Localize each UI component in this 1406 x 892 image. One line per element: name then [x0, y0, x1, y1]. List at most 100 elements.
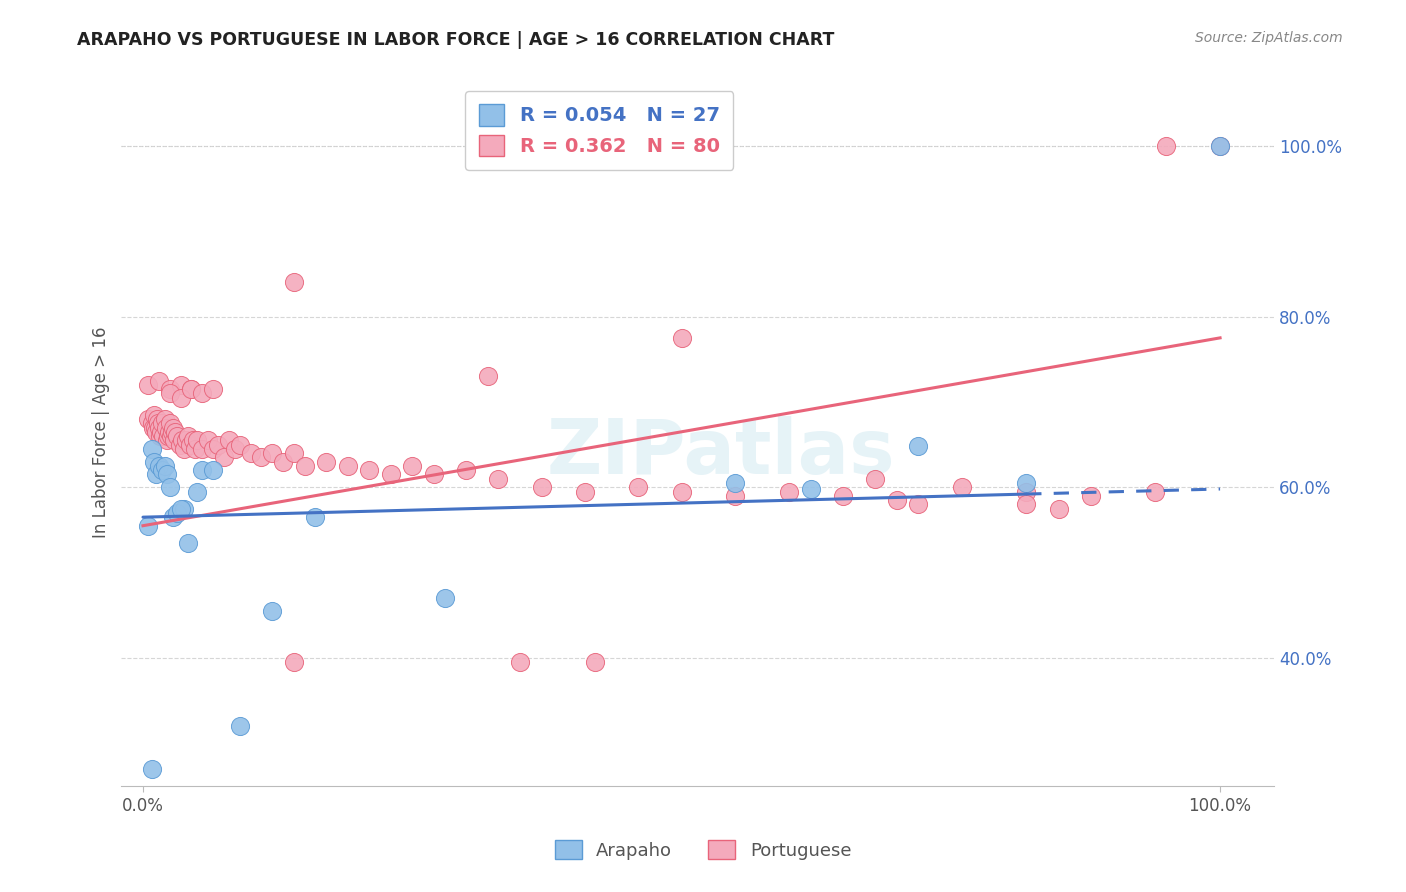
- Point: [224, 442, 246, 456]
- Point: [170, 391, 193, 405]
- Point: [179, 437, 201, 451]
- Point: [159, 416, 181, 430]
- Point: [262, 604, 284, 618]
- Point: [509, 656, 531, 670]
- Point: [181, 434, 204, 448]
- Point: [574, 484, 596, 499]
- Point: [173, 501, 195, 516]
- Point: [907, 497, 929, 511]
- Point: [186, 484, 208, 499]
- Point: [159, 386, 181, 401]
- Point: [142, 455, 165, 469]
- Point: [146, 416, 169, 430]
- Point: [1144, 484, 1167, 499]
- Point: [671, 331, 693, 345]
- Point: [173, 442, 195, 456]
- Point: [142, 420, 165, 434]
- Point: [150, 463, 173, 477]
- Point: [530, 480, 553, 494]
- Point: [1080, 489, 1102, 503]
- Point: [212, 450, 235, 465]
- Point: [141, 416, 163, 430]
- Point: [170, 377, 193, 392]
- Point: [218, 434, 240, 448]
- Point: [153, 412, 176, 426]
- Point: [169, 437, 191, 451]
- Point: [229, 719, 252, 733]
- Point: [724, 476, 747, 491]
- Point: [138, 518, 160, 533]
- Point: [359, 463, 381, 477]
- Point: [239, 446, 262, 460]
- Point: [165, 425, 187, 439]
- Point: [271, 455, 294, 469]
- Point: [142, 408, 165, 422]
- Point: [170, 501, 193, 516]
- Point: [294, 458, 316, 473]
- Point: [262, 446, 284, 460]
- Point: [156, 429, 179, 443]
- Point: [162, 420, 184, 434]
- Point: [486, 472, 509, 486]
- Point: [456, 463, 478, 477]
- Point: [315, 455, 337, 469]
- Point: [865, 472, 887, 486]
- Point: [138, 412, 160, 426]
- Point: [155, 420, 177, 434]
- Point: [627, 480, 650, 494]
- Point: [156, 434, 179, 448]
- Point: [160, 429, 183, 443]
- Point: [1015, 497, 1038, 511]
- Point: [156, 467, 179, 482]
- Point: [201, 382, 224, 396]
- Point: [183, 442, 205, 456]
- Point: [143, 420, 166, 434]
- Point: [778, 484, 800, 499]
- Point: [177, 429, 200, 443]
- Point: [149, 429, 172, 443]
- Legend: Arapaho, Portuguese: Arapaho, Portuguese: [547, 833, 859, 867]
- Point: [197, 434, 219, 448]
- Point: [907, 439, 929, 453]
- Point: [800, 482, 823, 496]
- Point: [724, 489, 747, 503]
- Y-axis label: In Labor Force | Age > 16: In Labor Force | Age > 16: [93, 326, 110, 538]
- Text: Source: ZipAtlas.com: Source: ZipAtlas.com: [1195, 31, 1343, 45]
- Point: [229, 437, 252, 451]
- Point: [163, 434, 186, 448]
- Point: [201, 442, 224, 456]
- Point: [170, 434, 193, 448]
- Point: [250, 450, 273, 465]
- Point: [148, 420, 170, 434]
- Point: [141, 762, 163, 776]
- Point: [174, 434, 197, 448]
- Point: [886, 493, 908, 508]
- Point: [186, 434, 208, 448]
- Point: [423, 467, 446, 482]
- Point: [950, 480, 973, 494]
- Point: [138, 377, 160, 392]
- Point: [1015, 476, 1038, 491]
- Point: [1015, 484, 1038, 499]
- Point: [583, 656, 606, 670]
- Point: [177, 536, 200, 550]
- Point: [477, 369, 499, 384]
- Point: [146, 412, 169, 426]
- Point: [207, 437, 229, 451]
- Point: [283, 276, 305, 290]
- Point: [160, 425, 183, 439]
- Point: [201, 463, 224, 477]
- Point: [433, 591, 456, 606]
- Point: [145, 467, 167, 482]
- Point: [283, 656, 305, 670]
- Point: [671, 484, 693, 499]
- Point: [141, 442, 163, 456]
- Point: [832, 489, 855, 503]
- Point: [191, 386, 214, 401]
- Legend: R = 0.054   N = 27, R = 0.362   N = 80: R = 0.054 N = 27, R = 0.362 N = 80: [465, 91, 734, 170]
- Point: [1154, 138, 1177, 153]
- Point: [336, 458, 359, 473]
- Point: [150, 425, 173, 439]
- Point: [401, 458, 423, 473]
- Point: [157, 425, 180, 439]
